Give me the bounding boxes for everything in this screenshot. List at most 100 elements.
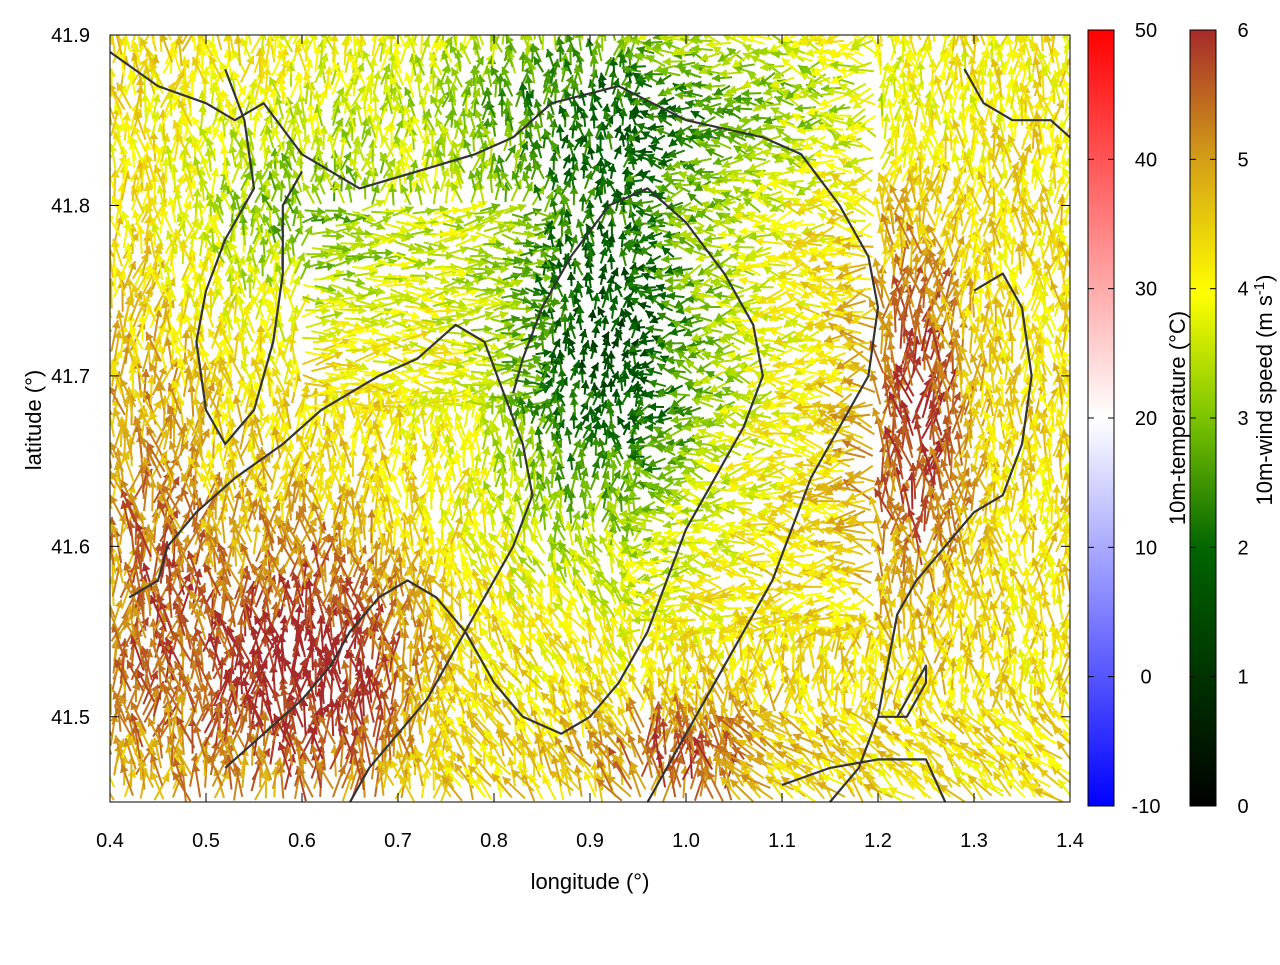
wind-arrow-head bbox=[190, 25, 198, 34]
wind-arrow bbox=[354, 27, 355, 53]
wind-arrow-head bbox=[405, 8, 413, 17]
wind-arrow bbox=[97, 306, 112, 332]
wind-arrow-head bbox=[392, 22, 400, 31]
wind-arrow-head bbox=[269, 14, 277, 23]
wind-arrow-head bbox=[365, 8, 374, 17]
wind-arrow-head bbox=[371, 6, 379, 15]
wind-arrow bbox=[429, 9, 441, 34]
wind-arrow bbox=[400, 8, 412, 31]
wind-arrow-head bbox=[430, 22, 438, 31]
wind-arrow-head bbox=[132, 9, 141, 18]
wind-arrow bbox=[279, 4, 284, 33]
wind-arrow-head bbox=[341, 18, 350, 27]
wind-arrow bbox=[101, 10, 114, 32]
wind-arrow bbox=[98, 60, 111, 86]
wind-arrow-head bbox=[226, 18, 235, 27]
wind-arrow-head bbox=[101, 587, 109, 596]
wind-arrow-head bbox=[98, 724, 106, 733]
wind-arrow bbox=[410, 2, 413, 30]
wind-arrow-head bbox=[329, 18, 337, 27]
wind-arrow-head bbox=[153, 16, 161, 25]
wind-arrow-head bbox=[243, 18, 252, 27]
wind-arrow-head bbox=[326, 8, 335, 16]
wind-arrow-head bbox=[97, 512, 105, 521]
wind-arrow-head bbox=[298, 21, 306, 30]
wind-arrow-head bbox=[293, 8, 302, 17]
wind-arrow-head bbox=[427, 8, 435, 17]
wind-arrow bbox=[123, 6, 128, 31]
wind-arrow bbox=[149, 5, 154, 33]
wind-arrow-head bbox=[152, 18, 160, 27]
wind-arrow-head bbox=[357, 24, 366, 32]
wind-arrow-head bbox=[292, 8, 301, 17]
wind-arrow-head bbox=[102, 91, 110, 100]
wind-arrow-head bbox=[102, 761, 110, 770]
wind-arrow-head bbox=[303, 8, 311, 17]
wind-arrow-head bbox=[429, 9, 437, 18]
wind-arrow-head bbox=[134, 27, 143, 36]
wind-arrow-head bbox=[435, 26, 443, 35]
wind-arrow-head bbox=[248, 8, 256, 17]
wind-arrow-head bbox=[188, 24, 197, 33]
wind-arrow-head bbox=[320, 26, 329, 34]
wind-arrow bbox=[100, 494, 110, 524]
wind-arrow bbox=[171, 3, 177, 30]
wind-arrow-head bbox=[98, 132, 106, 141]
wind-arrow-head bbox=[100, 505, 108, 514]
wind-arrow bbox=[249, 8, 263, 35]
wind-arrow bbox=[330, 8, 332, 34]
wind-arrow-head bbox=[435, 6, 444, 15]
wind-arrow bbox=[98, 187, 111, 211]
wind-arrow-head bbox=[146, 5, 155, 14]
wind-arrow-head bbox=[346, 25, 355, 34]
wind-arrow-head bbox=[110, 18, 119, 27]
wind-arrow-head bbox=[150, 15, 159, 23]
wind-arrow-head bbox=[196, 2, 205, 10]
wind-arrow bbox=[273, 5, 280, 29]
wind-arrow-head bbox=[301, 14, 309, 23]
wind-arrow-head bbox=[195, 16, 204, 25]
wind-arrow-head bbox=[439, 20, 448, 28]
wind-arrow-head bbox=[100, 292, 108, 301]
wind-arrow-head bbox=[193, 22, 202, 31]
wind-arrow-head bbox=[414, 19, 423, 28]
wind-arrow bbox=[99, 724, 111, 755]
wind-arrow-head bbox=[100, 369, 108, 378]
wind-arrow-head bbox=[439, 22, 447, 31]
wind-arrow-head bbox=[387, 4, 396, 12]
wind-arrow bbox=[175, 11, 186, 35]
wind-arrow bbox=[130, 9, 139, 34]
wind-arrow-head bbox=[333, 5, 341, 14]
wind-arrow bbox=[361, 24, 362, 53]
wind-arrow bbox=[248, 5, 252, 34]
wind-arrow-head bbox=[101, 52, 110, 61]
wind-arrow-head bbox=[106, 16, 115, 24]
wind-arrow-head bbox=[273, 5, 282, 14]
wind-arrow-head bbox=[259, 27, 268, 35]
wind-arrow-head bbox=[225, 8, 233, 17]
wind-arrow bbox=[372, 6, 382, 30]
wind-arrow-head bbox=[98, 187, 106, 196]
wind-arrow bbox=[200, 7, 213, 30]
wind-arrow bbox=[135, 2, 142, 32]
wind-arrow bbox=[434, 6, 441, 32]
wind-arrow-head bbox=[188, 15, 197, 23]
wind-arrow-head bbox=[170, 3, 179, 12]
wind-arrow bbox=[334, 5, 344, 30]
wind-arrow-head bbox=[99, 429, 107, 438]
wind-arrow-head bbox=[375, 4, 384, 13]
wind-arrow bbox=[354, 6, 361, 30]
wind-arrow-head bbox=[264, 19, 273, 28]
wind-arrow-head bbox=[97, 210, 105, 219]
wind-arrow-head bbox=[99, 494, 108, 503]
wind-arrow bbox=[295, 8, 303, 34]
wind-arrow bbox=[323, 1, 325, 30]
wind-arrow-head bbox=[156, 24, 165, 32]
wind-arrow-head bbox=[112, 25, 121, 34]
wind-arrow-head bbox=[245, 5, 254, 14]
wind-arrow bbox=[364, 8, 373, 32]
wind-arrow bbox=[182, 5, 192, 30]
wind-arrow-head bbox=[200, 7, 208, 16]
